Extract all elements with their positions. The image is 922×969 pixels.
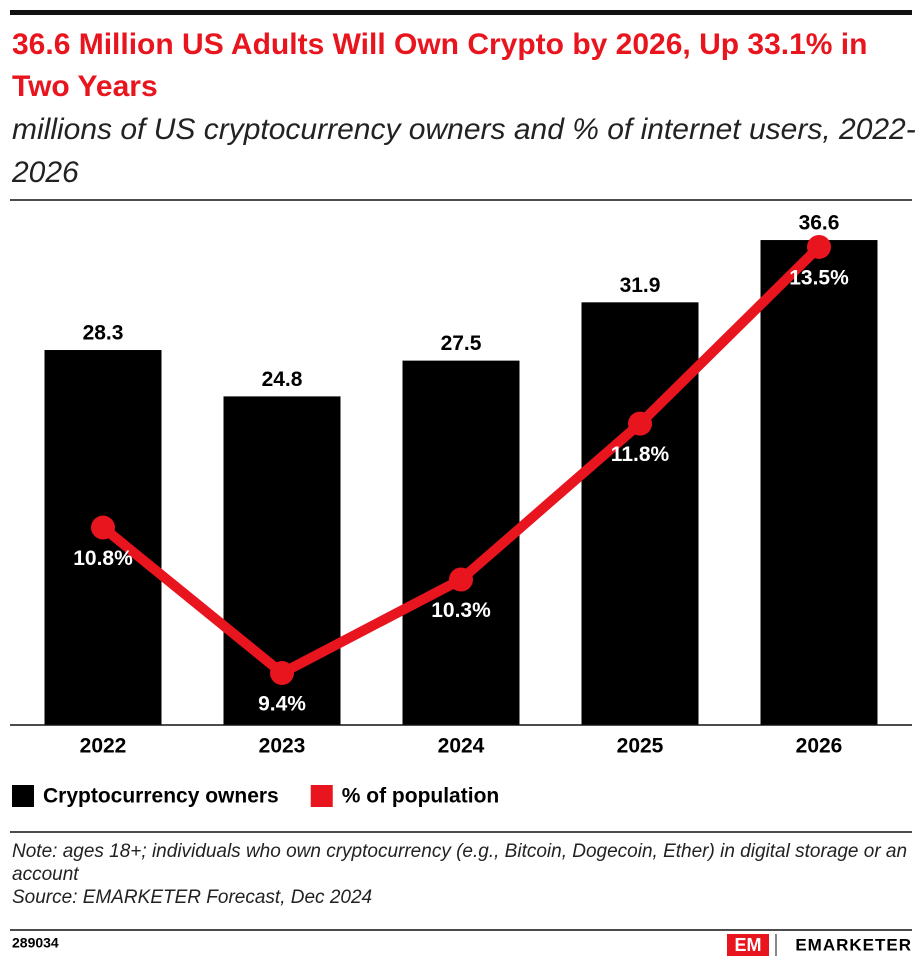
x-tick-label: 2022 [80,735,127,758]
legend-swatch [310,785,333,807]
line-value-label: 10.3% [431,599,491,622]
chart-title: 36.6 Million US Adults Will Own Crypto b… [12,28,868,103]
x-tick-label: 2025 [617,735,664,758]
line-point [91,515,115,540]
line-point [628,411,652,436]
bar [581,302,699,725]
line-point [270,661,294,686]
logo-letters: EM [735,935,762,955]
line-value-label: 9.4% [258,693,306,716]
line-value-label: 13.5% [789,267,849,290]
line-point [807,234,831,259]
legend-label: Cryptocurrency owners [43,785,279,808]
source-text: Source: EMARKETER Forecast, Dec 2024 [12,887,373,908]
bar-value-label: 27.5 [441,332,482,355]
note: Note: ages 18+; individuals who own cryp… [12,840,912,909]
bar-value-label: 28.3 [83,322,124,345]
bar-value-label: 36.6 [799,212,840,235]
x-tick-label: 2026 [796,735,843,758]
note-text: Note: ages 18+; individuals who own cryp… [12,841,908,885]
chart-id: 289034 [12,935,59,951]
line-point [449,567,473,592]
logo: EM [727,934,777,956]
legend-swatch [12,785,34,807]
logo-mark [727,934,769,956]
bar [760,240,878,726]
bar-value-label: 24.8 [262,368,303,391]
brand: EMARKETER [795,935,912,954]
x-tick-label: 2023 [259,735,306,758]
chart-subtitle: millions of US cryptocurrency owners and… [12,113,916,189]
line-value-label: 10.8% [73,547,133,570]
bar-value-label: 31.9 [620,274,661,297]
line-value-label: 11.8% [611,443,670,466]
legend-label: % of population [342,785,499,808]
x-tick-label: 2024 [438,735,485,758]
top-rule [10,10,912,15]
